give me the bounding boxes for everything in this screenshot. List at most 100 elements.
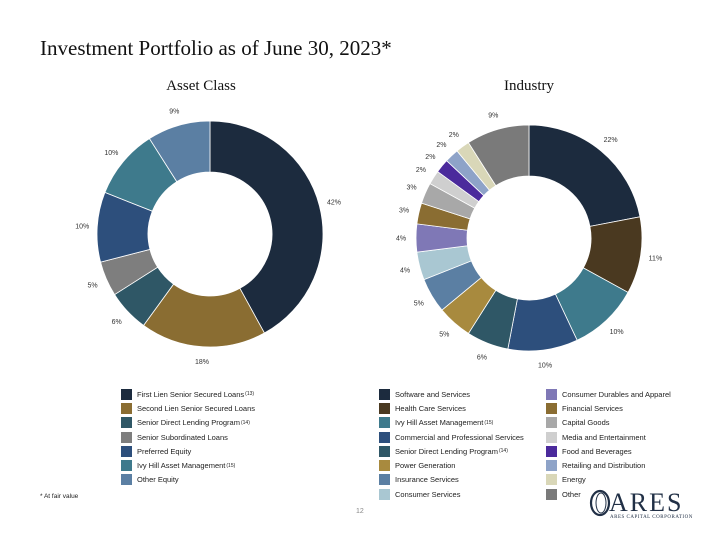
asset-legend-item-0: First Lien Senior Secured Loans (13) (121, 387, 255, 401)
legend-label: Senior Direct Lending Program (137, 418, 240, 428)
legend-swatch (121, 388, 132, 400)
legend-label: Other Equity (137, 475, 179, 485)
industry-chart-title: Industry (504, 78, 554, 94)
industry-legend-item-15: Other (546, 487, 671, 501)
legend-swatch (121, 474, 132, 486)
industry-legend-item-2: Ivy Hill Asset Management (15) (379, 416, 524, 430)
industry-slice-label-3: 10% (538, 362, 552, 369)
industry-legend-item-6: Insurance Services (379, 473, 524, 487)
industry-legend-item-7: Consumer Services (379, 487, 524, 501)
industry-legend-item-9: Financial Services (546, 401, 671, 415)
industry-slice-15 (467, 124, 530, 187)
legend-swatch (121, 460, 132, 472)
industry-slice-label-5: 5% (439, 332, 449, 339)
industry-legend-item-3: Commercial and Professional Services (379, 430, 524, 444)
asset-slice-label-3: 5% (87, 282, 97, 289)
legend-label: Financial Services (562, 403, 623, 413)
asset-class-chart-title: Asset Class (166, 78, 236, 94)
industry-slice-label-0: 22% (604, 137, 618, 144)
legend-label: Second Lien Senior Secured Loans (137, 403, 256, 413)
asset-slice-0 (209, 120, 324, 334)
industry-slice-label-9: 3% (399, 208, 409, 215)
legend-label: Preferred Equity (137, 446, 192, 456)
asset-legend-item-5: Ivy Hill Asset Management (15) (121, 458, 255, 472)
industry-legend-item-10: Capital Goods (546, 416, 671, 430)
industry-slice-label-7: 4% (400, 267, 410, 274)
legend-label: Other (562, 489, 581, 499)
industry-slice-label-14: 2% (449, 132, 459, 139)
legend-label: Senior Direct Lending Program (395, 446, 498, 456)
legend-label: Energy (562, 475, 586, 485)
legend-swatch (546, 460, 557, 472)
legend-swatch (379, 388, 390, 400)
legend-label: Retailing and Distribution (562, 461, 646, 471)
ares-logo: ARES ARES CAPITAL CORPORATION (588, 486, 698, 526)
industry-slice-label-1: 11% (649, 256, 663, 263)
asset-class-legend: First Lien Senior Secured Loans (13) Secon… (121, 387, 255, 487)
legend-swatch (379, 474, 390, 486)
legend-swatch (379, 402, 390, 414)
industry-legend-item-11: Media and Entertainment (546, 430, 671, 444)
industry-slice-0 (528, 124, 641, 227)
legend-label: First Lien Senior Secured Loans (137, 389, 245, 399)
legend-label: Food and Beverages (562, 446, 632, 456)
asset-legend-item-2: Senior Direct Lending Program (14) (121, 416, 255, 430)
legend-swatch (546, 445, 557, 457)
industry-legend-item-1: Health Care Services (379, 401, 524, 415)
legend-swatch (379, 431, 390, 443)
legend-label: Health Care Services (395, 403, 466, 413)
industry-slice-label-10: 3% (406, 185, 416, 192)
legend-swatch (546, 474, 557, 486)
industry-slice-label-4: 6% (477, 355, 487, 362)
legend-label: Commercial and Professional Services (395, 432, 524, 442)
asset-legend-item-6: Other Equity (121, 473, 255, 487)
legend-swatch (379, 445, 390, 457)
legend-swatch (121, 431, 132, 443)
asset-slice-label-6: 9% (169, 109, 179, 116)
legend-swatch (546, 431, 557, 443)
page-number: 12 (356, 508, 364, 515)
industry-legend-item-5: Power Generation (379, 458, 524, 472)
legend-swatch (379, 417, 390, 429)
industry-legend-right: Consumer Durables and Apparel Financial S… (546, 387, 671, 501)
legend-label: Insurance Services (395, 475, 459, 485)
legend-label: Senior Subordinated Loans (137, 432, 228, 442)
industry-legend-item-8: Consumer Durables and Apparel (546, 387, 671, 401)
legend-label: Ivy Hill Asset Management (395, 418, 484, 428)
industry-legend-item-14: Energy (546, 473, 671, 487)
asset-slice-label-4: 10% (75, 223, 89, 230)
legend-label: Power Generation (395, 461, 456, 471)
industry-legend-item-12: Food and Beverages (546, 444, 671, 458)
legend-swatch (546, 417, 557, 429)
legend-swatch (379, 460, 390, 472)
page-title: Investment Portfolio as of June 30, 2023… (40, 36, 392, 60)
legend-label: Media and Entertainment (562, 432, 646, 442)
asset-slice-6 (148, 120, 211, 183)
asset-slice-label-0: 42% (327, 200, 341, 207)
industry-slice-label-8: 4% (396, 236, 406, 243)
industry-slice-label-11: 2% (416, 167, 426, 174)
legend-label: Capital Goods (562, 418, 610, 428)
legend-swatch (546, 402, 557, 414)
asset-legend-item-3: Senior Subordinated Loans (121, 430, 255, 444)
industry-legend-item-0: Software and Services (379, 387, 524, 401)
legend-label: Consumer Durables and Apparel (562, 389, 671, 399)
asset-legend-item-1: Second Lien Senior Secured Loans (121, 401, 255, 415)
logo-subtitle: ARES CAPITAL CORPORATION (610, 515, 693, 520)
logo-mark-icon (589, 489, 611, 517)
industry-slice-label-13: 2% (436, 142, 446, 149)
asset-slice-label-1: 18% (195, 359, 209, 366)
industry-legend-item-4: Senior Direct Lending Program (14) (379, 444, 524, 458)
legend-swatch (546, 388, 557, 400)
industry-slice-label-6: 5% (414, 301, 424, 308)
legend-label: Ivy Hill Asset Management (137, 461, 226, 471)
legend-label: Software and Services (395, 389, 471, 399)
legend-swatch (121, 402, 132, 414)
legend-label: Consumer Services (395, 489, 461, 499)
legend-swatch (121, 445, 132, 457)
asset-slice-label-2: 6% (112, 319, 122, 326)
logo-word: ARES (609, 488, 684, 517)
industry-slice-label-12: 2% (425, 154, 435, 161)
asset-legend-item-4: Preferred Equity (121, 444, 255, 458)
